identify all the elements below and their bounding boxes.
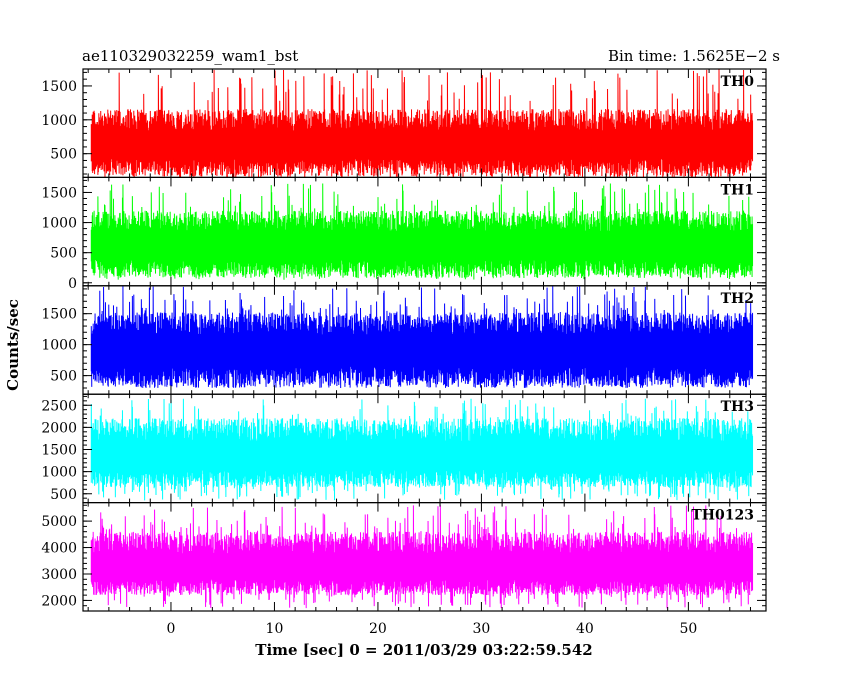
x-tick-label: 20 [369, 621, 387, 637]
y-tick-label: 1500 [41, 185, 77, 201]
series-th0123 [90, 505, 754, 609]
y-tick-label: 1000 [41, 113, 77, 129]
y-tick-label: 1500 [41, 79, 77, 95]
y-axis-label: Counts/sec [4, 299, 22, 391]
y-tick-label: 0 [68, 276, 77, 292]
series-th3 [90, 398, 754, 501]
x-tick-label: 40 [576, 621, 594, 637]
y-tick-label: 2000 [41, 420, 77, 436]
x-axis-label: Time [sec] 0 = 2011/03/29 03:22:59.542 [255, 641, 592, 659]
y-tick-label: 500 [50, 487, 77, 503]
bin-time-label: Bin time: 1.5625E−2 s [608, 47, 780, 65]
x-tick-label: 50 [679, 621, 697, 637]
panel-label: TH1 [721, 182, 754, 198]
x-tick-label: 10 [266, 621, 284, 637]
y-tick-label: 1500 [41, 443, 77, 459]
y-tick-label: 500 [50, 246, 77, 262]
x-tick-label: 0 [167, 621, 176, 637]
y-tick-label: 2500 [41, 398, 77, 414]
panel-th0123: 2000 3000 4000 5000 TH0123 [41, 502, 767, 612]
panel-label: TH2 [721, 291, 754, 307]
series-th0 [90, 69, 754, 178]
panel-label: TH0 [721, 74, 755, 90]
y-tick-label: 2000 [41, 593, 77, 609]
plot-title: ae110329032259_wam1_bst [82, 47, 298, 65]
panel-label: TH3 [721, 399, 754, 415]
panel-th2: 500 1000 1500 TH2 [41, 285, 767, 395]
y-tick-label: 3000 [41, 567, 77, 583]
series-th1 [90, 183, 754, 280]
y-tick-label: 500 [50, 147, 77, 163]
y-tick-label: 500 [50, 369, 77, 385]
y-tick-label: 1000 [41, 338, 77, 354]
panel-th0: 500 1000 1500 TH0 [41, 68, 767, 179]
panel-label: TH0123 [691, 508, 754, 524]
y-tick-label: 1000 [41, 465, 77, 481]
panel-frame [82, 502, 767, 612]
y-tick-label: 5000 [41, 514, 77, 530]
panel-th3: 500 1000 1500 2000 2500 TH3 [41, 393, 767, 504]
y-tick-label: 4000 [41, 541, 77, 557]
y-tick-label: 1500 [41, 307, 77, 323]
x-tick-label: 30 [473, 621, 491, 637]
series-th2 [90, 285, 754, 389]
panel-th1: 0 500 1000 1500 TH1 [41, 176, 767, 292]
y-tick-label: 1000 [41, 216, 77, 232]
